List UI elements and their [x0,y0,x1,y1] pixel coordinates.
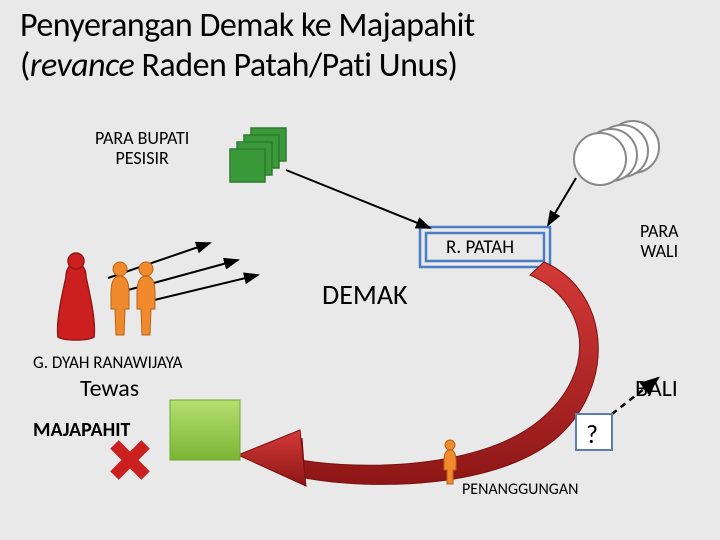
label-majapahit: MAJAPAHIT [33,418,130,442]
arrow-demak-majapahit [238,262,598,486]
orange-figures [111,262,155,335]
label-rpatah: R. PATAH [446,236,514,259]
label-wali: PARA WALI [640,221,679,261]
label-penanggungan: PENANGGUNGAN [462,480,578,499]
red-x-icon [110,440,150,480]
arrow-bupati-rpatah [286,170,430,228]
cloak-figure [58,253,95,340]
label-qmark: ? [586,418,598,450]
label-bupati: PARA BUPATI PESISIR [95,128,189,168]
label-demak: DEMAK [322,277,408,312]
bupati-stack [230,128,286,182]
label-tewas: Tewas [80,374,139,403]
arrow-figures-3 [146,275,258,302]
diagram-canvas [0,0,720,540]
wali-stack [574,121,659,185]
arrow-wali-rpatah [548,178,576,225]
label-bali: BALI [635,374,678,403]
label-ranawijaya: G. DYAH RANAWIJAYA [33,352,183,373]
majapahit-box [170,400,240,460]
